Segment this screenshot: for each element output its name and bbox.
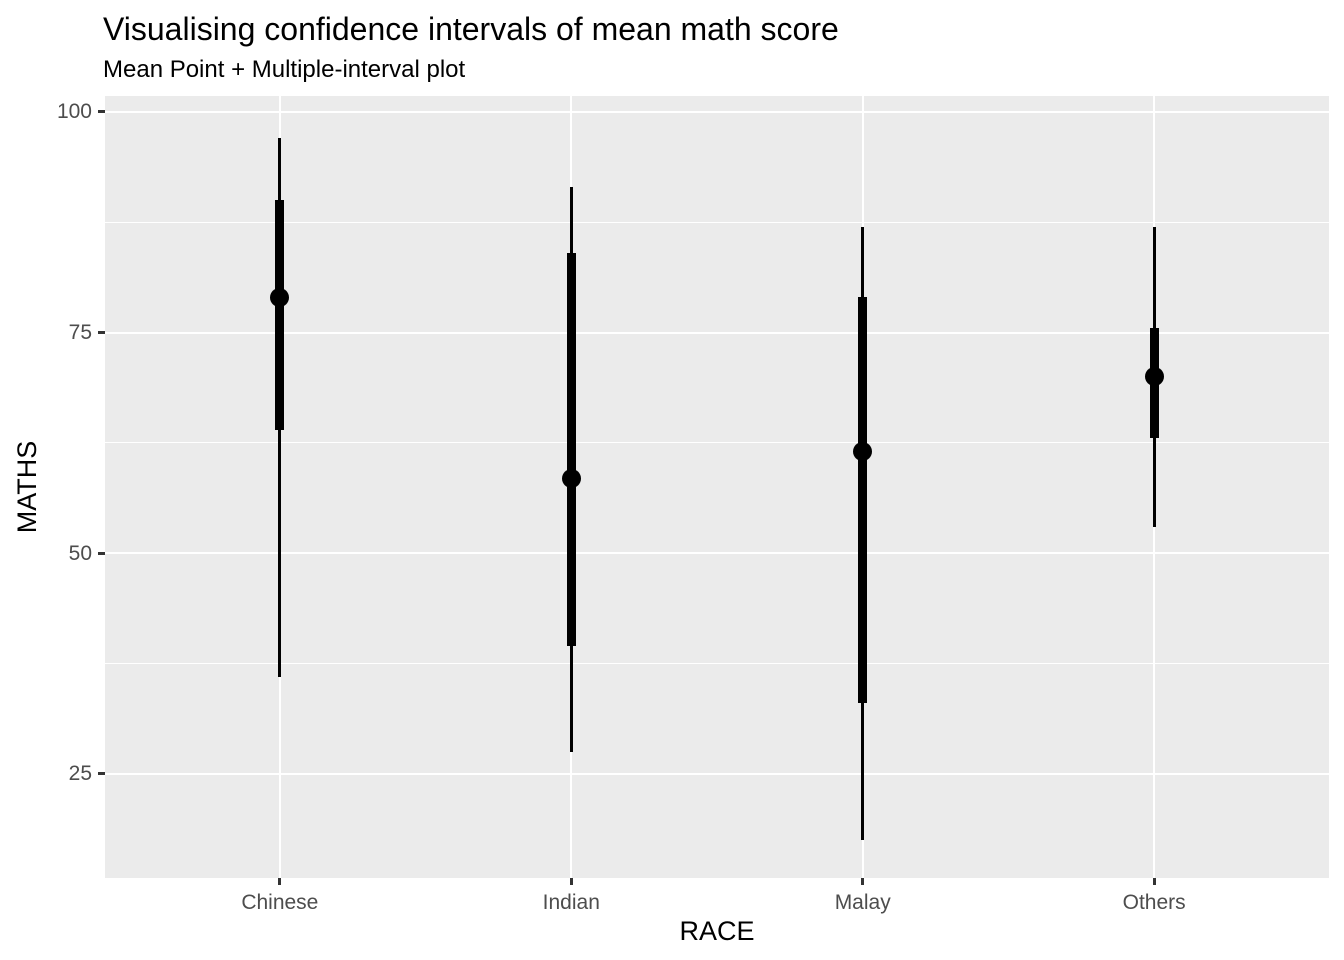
x-tick-label: Indian [542,891,600,914]
interval-thick [858,297,868,704]
y-gridline-minor [105,442,1329,444]
y-tick [98,551,105,555]
mean-point [270,287,290,307]
y-gridline-major [105,552,1329,555]
chart-subtitle: Mean Point + Multiple-interval plot [103,56,466,83]
mean-point [853,442,873,462]
mean-point [1144,367,1164,387]
y-tick-label: 75 [68,321,92,345]
mean-point [561,468,581,488]
x-tick-label: Others [1122,891,1186,914]
y-tick [98,110,105,114]
x-tick [278,878,282,885]
interval-thick [275,200,285,430]
y-gridline-minor [105,221,1329,223]
y-gridline-minor [105,663,1329,665]
y-tick-label: 50 [68,541,92,565]
y-gridline-major [105,331,1329,334]
chart-title: Visualising confidence intervals of mean… [103,11,839,47]
plot-panel [105,96,1329,878]
x-axis-title: RACE [679,916,755,946]
x-tick-label: Chinese [241,891,319,914]
x-tick [569,878,573,885]
y-tick-label: 25 [68,762,92,786]
y-tick-label: 100 [56,100,92,124]
x-tick [861,878,865,885]
y-gridline-major [105,110,1329,113]
y-gridline-major [105,772,1329,775]
x-tick [1152,878,1156,885]
y-tick [98,772,105,776]
y-tick [98,331,105,335]
x-tick-label: Malay [834,891,891,914]
interval-thick [566,253,576,646]
